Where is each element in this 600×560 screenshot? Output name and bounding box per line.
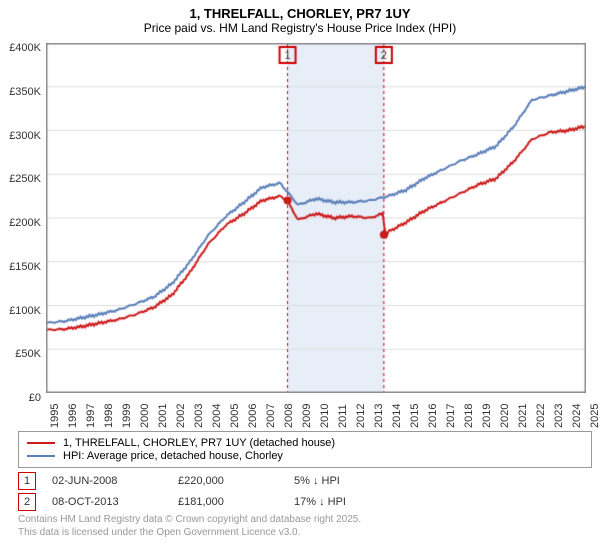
marker-price: £181,000 (178, 496, 278, 508)
marker-delta: 17% ↓ HPI (294, 496, 346, 508)
attribution: Contains HM Land Registry data © Crown c… (18, 514, 582, 539)
x-axis-labels: 1995199619971998199920002001200220032004… (46, 428, 586, 460)
plot-area (46, 43, 600, 393)
chart-subtitle: Price paid vs. HM Land Registry's House … (0, 21, 600, 39)
marker-row: 2 08-OCT-2013 £181,000 17% ↓ HPI (18, 493, 582, 511)
marker-date: 02-JUN-2008 (52, 475, 162, 487)
marker-annotations: 1 02-JUN-2008 £220,000 5% ↓ HPI 2 08-OCT-2013… (18, 472, 582, 511)
y-axis-labels: £0£50K£100K£150K£200K£250K£300K£350K£400… (0, 48, 44, 398)
marker-row: 1 02-JUN-2008 £220,000 5% ↓ HPI (18, 472, 582, 490)
marker-price: £220,000 (178, 475, 278, 487)
marker-date: 08-OCT-2013 (52, 496, 162, 508)
chart-title: 1, THRELFALL, CHORLEY, PR7 1UY (0, 0, 600, 21)
marker-num-icon: 2 (18, 493, 36, 511)
marker-delta: 5% ↓ HPI (294, 475, 340, 487)
marker-num-icon: 1 (18, 472, 36, 490)
